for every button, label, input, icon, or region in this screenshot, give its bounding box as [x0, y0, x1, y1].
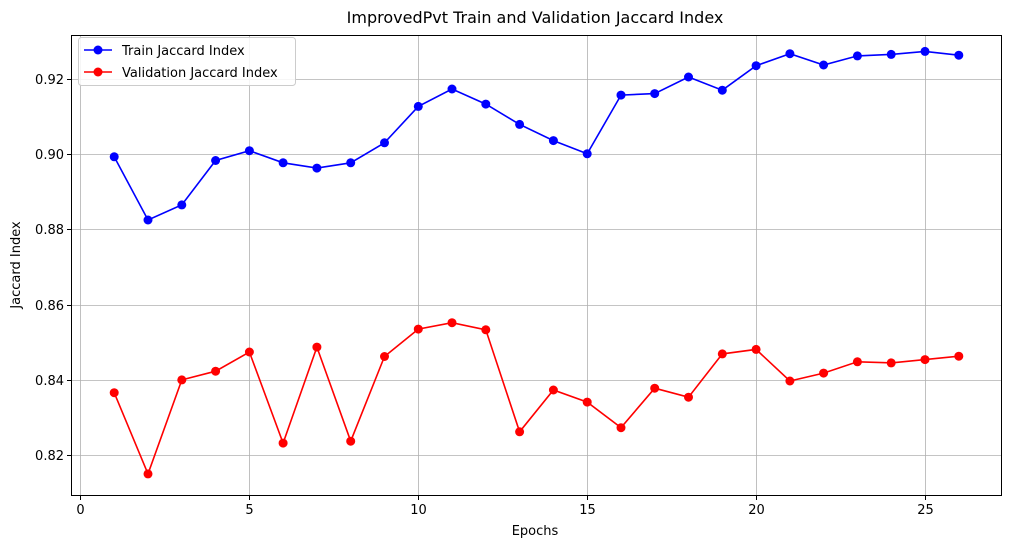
plot-frame: [71, 35, 1002, 496]
train-jaccard-index-point: [684, 72, 693, 82]
validation-jaccard-index-point: [886, 358, 896, 368]
validation-jaccard-index-point: [650, 383, 660, 393]
train-jaccard-index-point: [852, 51, 862, 61]
train-jaccard-index-point: [650, 89, 660, 99]
legend: Train Jaccard Index Validation Jaccard I…: [78, 37, 296, 86]
validation-jaccard-index-point: [717, 349, 727, 359]
validation-jaccard-index-point: [447, 318, 457, 328]
grid-lines: [72, 36, 1001, 495]
y-tick-label: 0.86: [35, 299, 64, 314]
validation-jaccard-index-point: [211, 366, 221, 376]
x-tick-label: 25: [917, 503, 934, 518]
train-jaccard-index-point: [177, 200, 187, 210]
train-jaccard-index-point: [954, 50, 964, 60]
validation-jaccard-index-point: [785, 376, 795, 386]
x-tick-label: 20: [748, 503, 765, 518]
plot-series: [109, 46, 964, 479]
train-jaccard-index-point: [886, 49, 896, 59]
validation-jaccard-index-point: [751, 344, 761, 354]
legend-marker-train: [93, 45, 103, 55]
legend-marker-validation: [93, 67, 103, 77]
train-jaccard-index-point: [143, 215, 153, 225]
validation-jaccard-index-point: [380, 352, 389, 361]
train-jaccard-index-point: [346, 158, 356, 168]
validation-jaccard-index-point: [413, 324, 423, 334]
validation-jaccard-index-point: [819, 368, 829, 378]
validation-jaccard-index-point: [278, 438, 288, 448]
x-tick-label: 5: [245, 503, 253, 518]
validation-jaccard-index-point: [852, 357, 862, 367]
validation-jaccard-index-point: [177, 375, 187, 385]
train-jaccard-index-point: [413, 101, 423, 111]
validation-jaccard-index-point: [312, 342, 322, 352]
train-jaccard-index-point: [515, 119, 525, 129]
validation-jaccard-index-point: [684, 392, 693, 402]
validation-jaccard-index-point: [954, 351, 964, 361]
x-tick-label: 15: [579, 503, 596, 518]
y-tick-label: 0.88: [35, 223, 64, 238]
validation-jaccard-index-point: [920, 355, 930, 365]
train-jaccard-index-point: [717, 85, 727, 95]
train-jaccard-index-point: [211, 156, 221, 165]
train-jaccard-index-point: [785, 49, 795, 59]
validation-jaccard-index-point: [616, 423, 626, 433]
train-jaccard-index-line: [113, 50, 959, 222]
chart-title: ImprovedPvt Train and Validation Jaccard…: [347, 8, 724, 27]
validation-jaccard-index-point: [481, 325, 491, 335]
train-jaccard-index-point: [447, 84, 457, 94]
train-jaccard-index-point: [312, 163, 322, 173]
validation-jaccard-index-point: [515, 427, 525, 437]
y-tick-label: 0.90: [35, 148, 64, 163]
y-axis-label: Jaccard Index: [9, 221, 24, 310]
y-tick-label: 0.84: [35, 374, 64, 389]
validation-jaccard-index-point: [346, 436, 356, 446]
train-jaccard-index-point: [582, 149, 592, 159]
train-jaccard-index-point: [616, 90, 626, 100]
validation-jaccard-index-point: [548, 385, 558, 395]
validation-jaccard-index-line: [113, 321, 959, 477]
y-tick-label: 0.92: [35, 73, 64, 88]
train-jaccard-index-point: [244, 146, 254, 156]
legend-label-train: Train Jaccard Index: [121, 44, 245, 59]
train-jaccard-index-point: [548, 136, 558, 146]
validation-jaccard-index-point: [582, 397, 592, 407]
train-jaccard-index-point: [819, 60, 829, 70]
validation-jaccard-index-point: [244, 347, 254, 357]
validation-jaccard-index-point: [143, 469, 153, 479]
train-jaccard-index-point: [751, 61, 761, 71]
train-jaccard-index-point: [481, 99, 491, 109]
train-jaccard-index-point: [380, 138, 389, 148]
axis-ticks: 0 5 10 15 20 25 0.82 0.84 0.86 0.88 0.90 0.92: [35, 73, 934, 518]
train-jaccard-index-point: [278, 158, 288, 168]
validation-jaccard-index-point: [109, 388, 119, 398]
legend-label-validation: Validation Jaccard Index: [122, 66, 278, 81]
y-tick-label: 0.82: [35, 449, 64, 464]
train-jaccard-index-point: [109, 152, 119, 162]
x-tick-label: 10: [410, 503, 427, 518]
x-axis-label: Epochs: [512, 524, 559, 539]
train-jaccard-index-point: [920, 46, 930, 56]
x-tick-label: 0: [76, 503, 84, 518]
legend-box: [78, 37, 296, 86]
